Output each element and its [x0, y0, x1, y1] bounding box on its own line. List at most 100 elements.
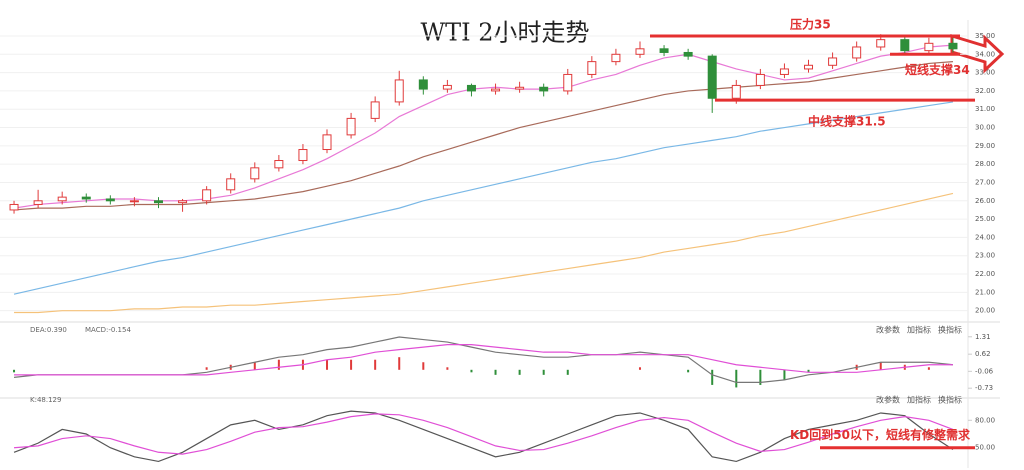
candle-body — [81, 196, 91, 200]
candle-body — [635, 48, 645, 55]
d-line — [13, 413, 954, 455]
panel-button: 改参数 — [876, 395, 900, 405]
candle-body — [852, 46, 862, 59]
y-tick-label: 50.00 — [975, 444, 995, 452]
macd-bar — [759, 369, 762, 385]
candle-body — [587, 61, 597, 75]
y-tick-label: 35.00 — [975, 32, 995, 40]
candle-body — [659, 48, 669, 53]
macd-bar — [687, 369, 690, 373]
candle-body — [779, 68, 789, 75]
candle-body — [563, 73, 573, 92]
moving-average-line — [13, 61, 954, 211]
candle-body — [707, 55, 717, 99]
y-tick-label: 31.00 — [975, 105, 995, 113]
y-tick-label: 29.00 — [975, 142, 995, 150]
macd-bar — [879, 362, 882, 370]
candle-body — [153, 200, 163, 204]
y-tick-label: 25.00 — [975, 215, 995, 223]
macd-bar — [374, 359, 377, 370]
candle-body — [418, 79, 428, 90]
macd-bar — [518, 369, 521, 375]
candle-body — [828, 57, 838, 66]
dea-line — [14, 344, 953, 376]
macd-bar — [783, 369, 786, 380]
candle-body — [33, 200, 43, 205]
y-tick-label: 32.00 — [975, 87, 995, 95]
candle-body — [924, 42, 934, 52]
candle-body — [346, 117, 356, 136]
panel-header: MACD:-0.154 — [85, 326, 131, 334]
y-tick-label: 30.00 — [975, 124, 995, 132]
macd-bar — [350, 359, 353, 370]
macd-bar — [253, 362, 256, 370]
candle-body — [250, 167, 260, 180]
y-tick-label: 27.00 — [975, 178, 995, 186]
candle-body — [804, 64, 814, 70]
candle-body — [442, 84, 452, 90]
candle-body — [274, 160, 284, 169]
panel-button: 换指标 — [938, 395, 962, 405]
macd-bar — [494, 369, 497, 375]
y-tick-label: 1.31 — [975, 333, 991, 341]
candle-body — [394, 79, 404, 103]
y-tick-label: 21.00 — [975, 288, 995, 296]
candle-body — [226, 178, 236, 191]
candle-body — [178, 200, 188, 204]
y-tick-label: 24.00 — [975, 233, 995, 241]
macd-bar — [566, 369, 569, 375]
candle-body — [322, 134, 332, 151]
macd-bar — [711, 369, 714, 385]
macd-bar — [470, 369, 473, 373]
panel-button: 换指标 — [938, 325, 962, 335]
candle-body — [539, 86, 549, 92]
panel-button: 加指标 — [907, 325, 931, 335]
macd-bar — [205, 367, 208, 370]
annotation-label: 短线支撑34 — [905, 62, 970, 77]
candle-body — [466, 84, 476, 92]
panel-header: K:48.129 — [30, 396, 61, 404]
candle-body — [9, 203, 19, 211]
panel-header: DEA:0.390 — [30, 326, 67, 334]
y-tick-label: 20.00 — [975, 307, 995, 315]
y-tick-label: -0.73 — [975, 384, 993, 392]
candle-body — [491, 88, 501, 92]
candle-body — [948, 42, 958, 50]
candle-body — [515, 86, 525, 90]
y-tick-label: 34.00 — [975, 50, 995, 58]
annotation-label: 中线支撑31.5 — [808, 114, 886, 129]
candle-body — [683, 51, 693, 57]
macd-bar — [927, 367, 930, 370]
candle-body — [900, 39, 910, 52]
candle-body — [370, 101, 380, 119]
candle-body — [202, 189, 212, 202]
y-tick-label: -0.06 — [975, 367, 994, 375]
candle-body — [731, 84, 741, 99]
y-tick-label: 26.00 — [975, 197, 995, 205]
y-tick-label: 22.00 — [975, 270, 995, 278]
panel-button: 加指标 — [907, 395, 931, 405]
y-tick-label: 80.00 — [975, 416, 995, 424]
macd-bar — [422, 362, 425, 370]
macd-bar — [398, 357, 401, 370]
y-tick-label: 23.00 — [975, 252, 995, 260]
candle-body — [755, 73, 765, 86]
y-tick-label: 33.00 — [975, 69, 995, 77]
moving-average-line — [13, 101, 954, 295]
macd-bar — [277, 359, 280, 370]
k-line — [13, 410, 954, 463]
candle-body — [57, 196, 67, 202]
annotation-label: 压力35 — [790, 16, 831, 31]
candle-body — [611, 53, 621, 63]
candle-body — [129, 200, 139, 203]
macd-bar — [326, 359, 329, 370]
moving-average-line — [14, 192, 954, 314]
candle-body — [876, 39, 886, 48]
macd-bar — [446, 367, 449, 370]
y-tick-label: 0.62 — [975, 350, 991, 358]
panel-button: 改参数 — [876, 325, 900, 335]
y-tick-label: 28.00 — [975, 160, 995, 168]
chart-title: WTI 2小时走势 — [420, 19, 589, 47]
macd-bar — [542, 369, 545, 375]
